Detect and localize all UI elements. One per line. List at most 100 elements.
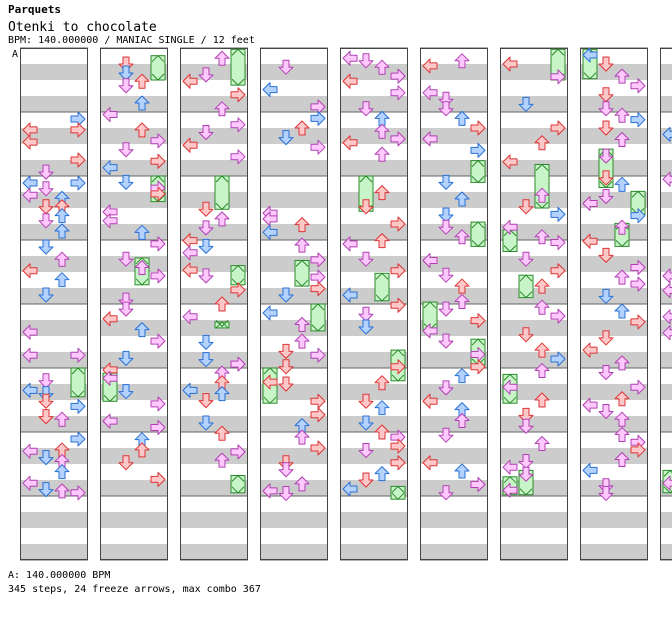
freeze-head xyxy=(151,175,165,183)
beat-stripe xyxy=(260,176,328,192)
arrow-down-sixteenth xyxy=(198,268,214,284)
arrow-up-sixteenth xyxy=(614,411,630,427)
arrow-down-quarter xyxy=(198,393,214,409)
arrow-left-quarter xyxy=(582,233,598,249)
arrow-down-eighth xyxy=(118,384,134,400)
arrow-down-sixteenth xyxy=(438,267,454,283)
freeze-head xyxy=(295,259,309,267)
beat-stripe xyxy=(420,496,488,512)
arrow-left-sixteenth xyxy=(422,85,438,101)
arrow-up-sixteenth xyxy=(614,68,630,84)
arrow-down-sixteenth xyxy=(518,251,534,267)
arrow-left-sixteenth xyxy=(502,459,518,475)
arrow-up-quarter xyxy=(454,278,470,294)
freeze-head xyxy=(135,257,149,265)
freeze-arrow-left xyxy=(422,301,438,331)
beat-stripe xyxy=(580,528,648,544)
beat-stripe xyxy=(260,544,328,560)
beat-stripe xyxy=(180,368,248,384)
arrow-right-quarter xyxy=(70,152,86,168)
arrow-left-sixteenth xyxy=(342,50,358,66)
arrow-left-quarter xyxy=(102,311,118,327)
beat-stripe xyxy=(420,112,488,128)
arrow-left-quarter xyxy=(502,154,518,170)
arrow-right-quarter xyxy=(150,471,166,487)
beat-stripe xyxy=(260,512,328,528)
beat-stripe xyxy=(20,288,88,304)
arrow-down-sixteenth xyxy=(118,251,134,267)
column-border xyxy=(500,48,568,560)
arrow-down-quarter xyxy=(598,87,614,103)
arrow-down-eighth xyxy=(118,174,134,190)
arrow-down-sixteenth xyxy=(598,148,614,164)
arrow-left-sixteenth xyxy=(22,443,38,459)
freeze-arrow-right xyxy=(390,485,406,500)
arrow-left-sixteenth xyxy=(582,196,598,212)
arrow-up-sixteenth xyxy=(214,211,230,227)
beat-stripe xyxy=(500,320,568,336)
beat-stripe xyxy=(660,64,672,80)
arrow-left-sixteenth xyxy=(422,323,438,339)
arrow-up-sixteenth xyxy=(54,251,70,267)
beat-stripe xyxy=(580,496,648,512)
arrow-down-sixteenth xyxy=(198,220,214,236)
arrow-right-quarter xyxy=(150,186,166,202)
beat-stripe xyxy=(580,128,648,144)
arrow-right-quarter xyxy=(230,282,246,298)
beat-stripe xyxy=(100,144,168,160)
arrow-down-sixteenth xyxy=(598,188,614,204)
beat-stripe xyxy=(180,96,248,112)
beat-stripe xyxy=(340,192,408,208)
beat-stripe xyxy=(420,432,488,448)
beat-stripe xyxy=(420,416,488,432)
beat-stripe xyxy=(260,528,328,544)
beat-stripe xyxy=(20,96,88,112)
arrow-left-quarter xyxy=(502,56,518,72)
arrow-down-quarter xyxy=(198,201,214,217)
arrow-down-eighth xyxy=(518,96,534,112)
arrow-left-eighth xyxy=(342,287,358,303)
arrow-up-sixteenth xyxy=(294,237,310,253)
beat-stripe xyxy=(260,48,328,64)
beat-stripe xyxy=(340,512,408,528)
beat-stripe xyxy=(500,416,568,432)
arrow-down-sixteenth xyxy=(438,333,454,349)
beat-stripe xyxy=(500,96,568,112)
chart-column xyxy=(420,47,488,561)
arrow-down-eighth xyxy=(118,65,134,81)
beat-stripe xyxy=(500,80,568,96)
arrow-up-quarter xyxy=(374,233,390,249)
beat-stripe xyxy=(340,416,408,432)
arrow-up-sixteenth xyxy=(454,53,470,69)
column-border xyxy=(420,48,488,560)
beat-stripe xyxy=(660,528,672,544)
arrow-down-sixteenth xyxy=(198,67,214,83)
arrow-left-quarter xyxy=(182,262,198,278)
arrow-left-sixteenth xyxy=(662,283,672,299)
column-border xyxy=(260,48,328,560)
arrow-right-quarter xyxy=(70,122,86,138)
beat-stripe xyxy=(340,176,408,192)
beat-stripe xyxy=(260,192,328,208)
beat-stripe xyxy=(500,272,568,288)
arrow-down-eighth xyxy=(38,287,54,303)
arrow-down-sixteenth xyxy=(118,142,134,158)
freeze-tail xyxy=(663,486,672,494)
beat-stripe xyxy=(20,80,88,96)
freeze-tail xyxy=(391,492,405,500)
arrow-right-sixteenth xyxy=(230,444,246,460)
arrow-up-sixteenth xyxy=(294,476,310,492)
arrow-up-sixteenth xyxy=(294,429,310,445)
arrow-up-sixteenth xyxy=(374,146,390,162)
beat-stripe xyxy=(100,544,168,560)
beat-stripe xyxy=(660,144,672,160)
freeze-head xyxy=(423,301,437,309)
beat-stripe xyxy=(180,224,248,240)
arrow-down-quarter xyxy=(38,409,54,425)
beat-stripe xyxy=(180,416,248,432)
arrow-left-eighth xyxy=(262,305,278,321)
arrow-down-quarter xyxy=(358,472,374,488)
beat-stripe xyxy=(340,96,408,112)
beat-stripe xyxy=(20,160,88,176)
beat-stripe xyxy=(100,224,168,240)
